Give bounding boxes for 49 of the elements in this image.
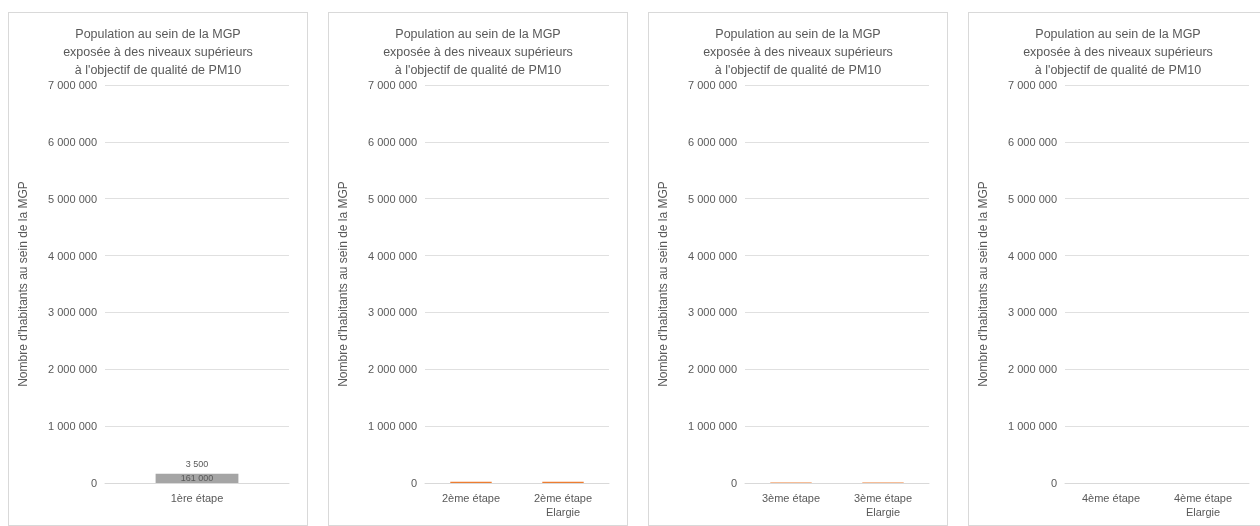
chart-title: Population au sein de la MGP exposée à des niveaux supérieurs à l'objectif de qualité de PM10 <box>383 27 573 77</box>
y-tick-label: 2 000 000 <box>688 363 737 376</box>
y-tick-label: 0 <box>90 477 97 489</box>
y-axis-title: Nombre d'habitants au sein de la MGP <box>16 181 30 387</box>
y-tick-label: 7 000 000 <box>368 79 417 91</box>
y-tick-label: 0 <box>1050 477 1057 489</box>
x-tick-label: 2ème étape Elargie <box>533 492 593 518</box>
y-tick-label: 6 000 000 <box>368 135 417 148</box>
y-tick-label: 5 000 000 <box>1008 192 1057 205</box>
y-tick-label: 2 000 000 <box>368 363 417 376</box>
x-tick-label: 3ème étape <box>761 492 821 504</box>
y-tick-label: 0 <box>410 477 417 489</box>
chart-title: Population au sein de la MGP exposée à des niveaux supérieurs à l'objectif de qualité de PM10 <box>1023 27 1213 77</box>
y-tick-label: 3 000 000 <box>1008 306 1057 319</box>
y-tick-label: 1 000 000 <box>368 420 417 433</box>
y-tick-label: 4 000 000 <box>368 249 417 262</box>
y-tick-label: 5 000 000 <box>48 192 97 205</box>
chart-title: Population au sein de la MGP exposée à des niveaux supérieurs à l'objectif de qualité de PM10 <box>703 27 893 77</box>
x-tick-label: 2ème étape <box>441 492 501 504</box>
data-label: 161 000 <box>180 473 214 484</box>
x-tick-label: 4ème étape Elargie <box>1173 492 1233 518</box>
y-tick-label: 2 000 000 <box>1008 363 1057 376</box>
y-tick-label: 3 000 000 <box>688 306 737 319</box>
y-tick-label: 7 000 000 <box>1008 79 1057 91</box>
x-tick-label: 1ère étape <box>170 492 224 504</box>
y-tick-label: 7 000 000 <box>688 79 737 91</box>
y-tick-label: 5 000 000 <box>688 192 737 205</box>
y-tick-label: 1 000 000 <box>688 420 737 433</box>
data-label: 3 500 <box>185 459 209 470</box>
y-axis-title: Nombre d'habitants au sein de la MGP <box>656 181 670 387</box>
x-tick-label: 4ème étape <box>1081 492 1141 504</box>
y-tick-label: 2 000 000 <box>48 363 97 376</box>
y-tick-label: 6 000 000 <box>1008 135 1057 148</box>
y-tick-label: 4 000 000 <box>48 249 97 262</box>
y-tick-label: 6 000 000 <box>48 135 97 148</box>
y-tick-label: 3 000 000 <box>48 306 97 319</box>
y-tick-label: 1 000 000 <box>48 420 97 433</box>
y-axis-title: Nombre d'habitants au sein de la MGP <box>336 181 350 387</box>
y-tick-label: 5 000 000 <box>368 192 417 205</box>
y-tick-label: 4 000 000 <box>688 249 737 262</box>
y-tick-label: 0 <box>730 477 737 489</box>
chart-title: Population au sein de la MGP exposée à des niveaux supérieurs à l'objectif de qualité de PM10 <box>63 27 253 77</box>
y-tick-label: 1 000 000 <box>1008 420 1057 433</box>
y-tick-label: 4 000 000 <box>1008 249 1057 262</box>
x-tick-label: 3ème étape Elargie <box>853 492 913 518</box>
y-tick-label: 3 000 000 <box>368 306 417 319</box>
y-tick-label: 6 000 000 <box>688 135 737 148</box>
y-tick-label: 7 000 000 <box>48 79 97 91</box>
y-axis-title: Nombre d'habitants au sein de la MGP <box>976 181 990 387</box>
